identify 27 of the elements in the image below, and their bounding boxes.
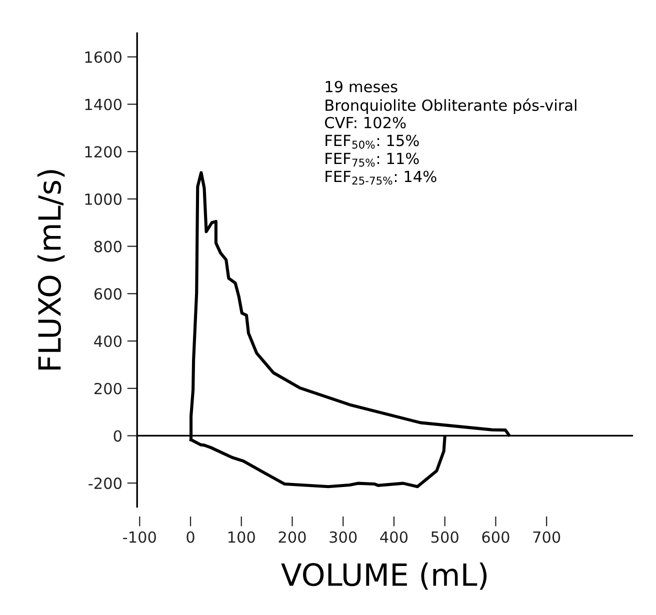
x-tick-label: 200 xyxy=(278,531,306,543)
y-tick-label: 800 xyxy=(94,240,122,252)
y-axis-title: FLUXO (mL/s) xyxy=(37,170,65,370)
x-tick-label: 0 xyxy=(186,531,194,543)
y-tick-label: 1400 xyxy=(85,98,122,110)
annotation: FEF$_{75%}$: 11% xyxy=(326,152,419,167)
y-tick-label: 0 xyxy=(114,430,122,442)
annotation: CVF: 102% xyxy=(325,116,406,128)
x-tick-label: 700 xyxy=(533,531,560,543)
y-tick-label: -200 xyxy=(88,478,122,490)
annotation: FEF$_{25-75%}$: 14% xyxy=(326,170,436,185)
x-tick-label: 400 xyxy=(380,531,408,543)
x-tick-label: 300 xyxy=(330,531,357,543)
x-tick-label: -100 xyxy=(123,531,156,543)
annotation: 19 meses xyxy=(326,80,398,92)
x-axis-title: VOLUME (mL) xyxy=(281,562,487,590)
y-tick-label: 400 xyxy=(94,335,122,348)
y-tick-label: 600 xyxy=(94,288,122,300)
y-tick-label: 1200 xyxy=(85,146,122,158)
y-tick-label: 1600 xyxy=(85,51,122,63)
x-tick-label: 500 xyxy=(431,531,458,543)
y-tick-label: 1000 xyxy=(85,193,122,205)
annotation: Bronquiolite Obliterante pós-viral xyxy=(326,98,576,114)
annotation: FEF$_{50%}$: 15% xyxy=(326,134,419,149)
y-tick-label: 200 xyxy=(94,382,122,394)
x-tick-label: 600 xyxy=(482,531,510,543)
x-tick-label: 100 xyxy=(228,531,255,543)
